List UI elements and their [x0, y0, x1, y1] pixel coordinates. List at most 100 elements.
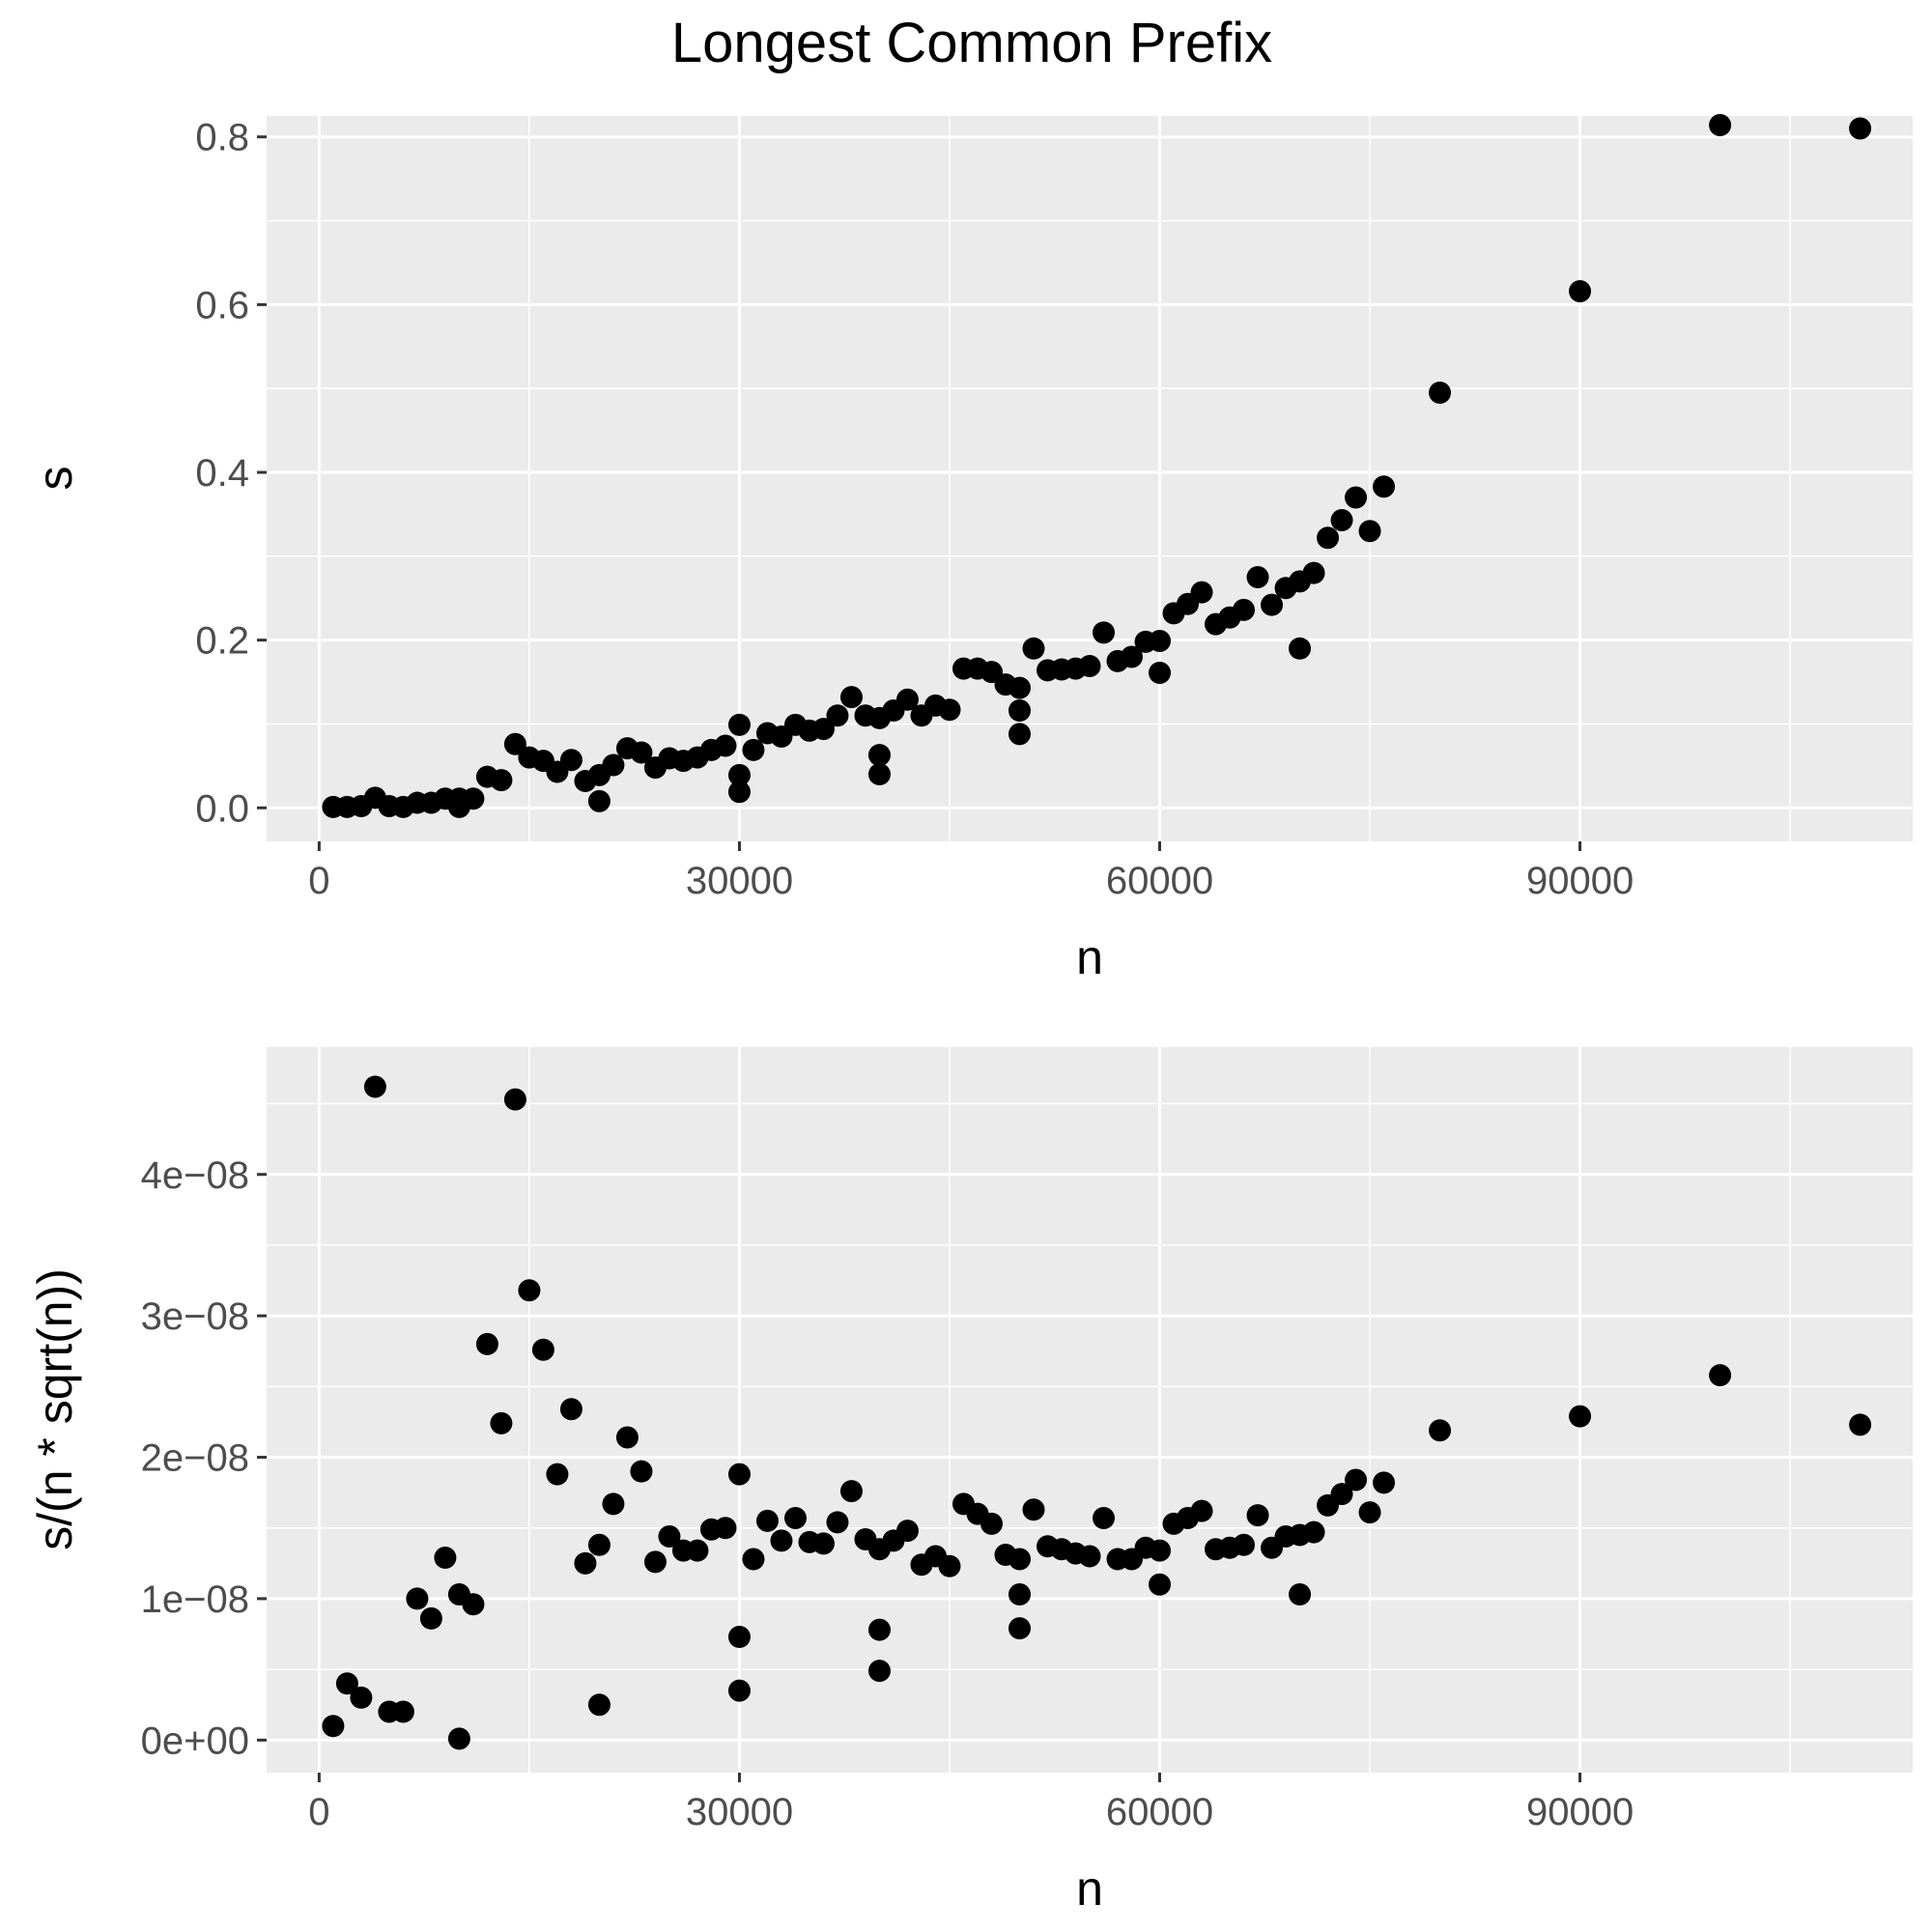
- ticks-top: 0 30000 60000 90000 0.0 0.2 0.4 0.6 0.8: [195, 117, 1634, 902]
- data-point: [559, 1398, 582, 1421]
- data-point: [1022, 637, 1045, 660]
- data-point: [602, 753, 625, 777]
- data-point: [727, 1625, 751, 1648]
- data-point: [1093, 1506, 1116, 1529]
- data-point: [770, 1529, 793, 1552]
- data-point: [1345, 486, 1368, 509]
- data-point: [1008, 1548, 1031, 1571]
- data-point: [727, 1463, 751, 1486]
- data-point: [1261, 593, 1284, 616]
- y-tick-label: 3e−08: [141, 1295, 249, 1338]
- data-point: [1008, 723, 1031, 746]
- data-point: [1330, 1483, 1353, 1506]
- x-tick-label: 60000: [1106, 1791, 1213, 1833]
- data-point: [1246, 566, 1269, 589]
- data-point: [587, 1693, 611, 1717]
- data-point: [447, 1727, 470, 1750]
- data-point: [602, 1492, 625, 1516]
- data-point: [1289, 1583, 1312, 1606]
- data-point: [1149, 661, 1172, 684]
- data-point: [1358, 520, 1381, 543]
- data-point: [350, 1686, 373, 1709]
- data-point: [686, 1539, 709, 1562]
- grid-top: [267, 116, 1913, 841]
- data-point: [1190, 581, 1213, 604]
- data-point: [643, 1550, 667, 1574]
- data-point: [867, 1660, 891, 1683]
- y-tick-label: 4e−08: [141, 1154, 249, 1197]
- plot-panel-top: [267, 116, 1913, 841]
- data-point: [783, 1506, 807, 1529]
- data-point: [503, 732, 526, 755]
- data-point: [658, 1525, 681, 1548]
- x-tick-label: 0: [308, 860, 329, 902]
- points-top: [322, 114, 1872, 818]
- data-point: [1008, 699, 1031, 723]
- data-point: [630, 1460, 653, 1483]
- data-point: [391, 1700, 414, 1723]
- data-point: [1149, 1539, 1172, 1562]
- data-point: [727, 1679, 751, 1702]
- data-point: [574, 1551, 597, 1575]
- data-point: [714, 1517, 737, 1540]
- data-point: [406, 1587, 429, 1610]
- data-point: [434, 1546, 457, 1569]
- x-axis-title-top: n: [1076, 930, 1103, 984]
- y-axis-title-top: s: [28, 467, 82, 491]
- data-point: [490, 769, 513, 792]
- data-point: [742, 1548, 765, 1571]
- data-point: [1149, 1573, 1172, 1596]
- data-point: [1121, 645, 1144, 668]
- data-point: [630, 741, 653, 764]
- x-tick-label: 0: [308, 1791, 329, 1833]
- data-point: [503, 1088, 526, 1111]
- data-point: [811, 718, 835, 741]
- data-point: [546, 1463, 569, 1486]
- data-point: [727, 763, 751, 786]
- y-tick-label: 0.4: [195, 452, 249, 495]
- data-point: [867, 1618, 891, 1641]
- data-point: [742, 738, 765, 761]
- data-point: [363, 1075, 386, 1098]
- plot-top: 0 30000 60000 90000 0.0 0.2 0.4 0.6 0.8 n s: [28, 114, 1913, 984]
- data-point: [1008, 676, 1031, 699]
- data-point: [1373, 475, 1396, 498]
- data-point: [1008, 1617, 1031, 1640]
- data-point: [1233, 1533, 1256, 1556]
- data-point: [1429, 1419, 1452, 1442]
- data-point: [1190, 1499, 1213, 1522]
- data-point: [826, 1511, 849, 1534]
- data-point: [1302, 1520, 1325, 1544]
- data-point: [1246, 1504, 1269, 1527]
- data-point: [714, 734, 737, 757]
- data-point: [895, 1520, 919, 1543]
- data-point: [839, 1480, 863, 1503]
- data-point: [531, 1338, 554, 1361]
- y-tick-label: 0.6: [195, 284, 249, 327]
- data-point: [615, 1426, 639, 1449]
- data-point: [755, 1509, 779, 1532]
- points-bottom: [322, 1075, 1872, 1750]
- x-axis-title-bottom: n: [1076, 1861, 1103, 1916]
- plot-panel-bottom: [267, 1047, 1913, 1773]
- data-point: [826, 704, 849, 727]
- data-point: [867, 763, 891, 786]
- x-tick-label: 90000: [1526, 860, 1634, 902]
- data-point: [518, 1279, 541, 1302]
- data-point: [867, 744, 891, 767]
- data-point: [1233, 598, 1256, 621]
- x-tick-label: 30000: [686, 860, 793, 902]
- data-point: [839, 686, 863, 709]
- x-tick-label: 90000: [1526, 1791, 1634, 1833]
- plot-bottom: 0 30000 60000 90000 0e+00 1e−08 2e−08 3e−08 4e−0…: [28, 1047, 1913, 1916]
- data-point: [1078, 1545, 1101, 1568]
- y-tick-label: 1e−08: [141, 1578, 249, 1621]
- data-point: [490, 1411, 513, 1435]
- y-tick-label: 0.8: [195, 117, 249, 159]
- y-tick-label: 0.2: [195, 620, 249, 663]
- x-tick-label: 30000: [686, 1791, 793, 1833]
- data-point: [1345, 1468, 1368, 1492]
- data-point: [1709, 1364, 1732, 1387]
- data-point: [938, 698, 961, 722]
